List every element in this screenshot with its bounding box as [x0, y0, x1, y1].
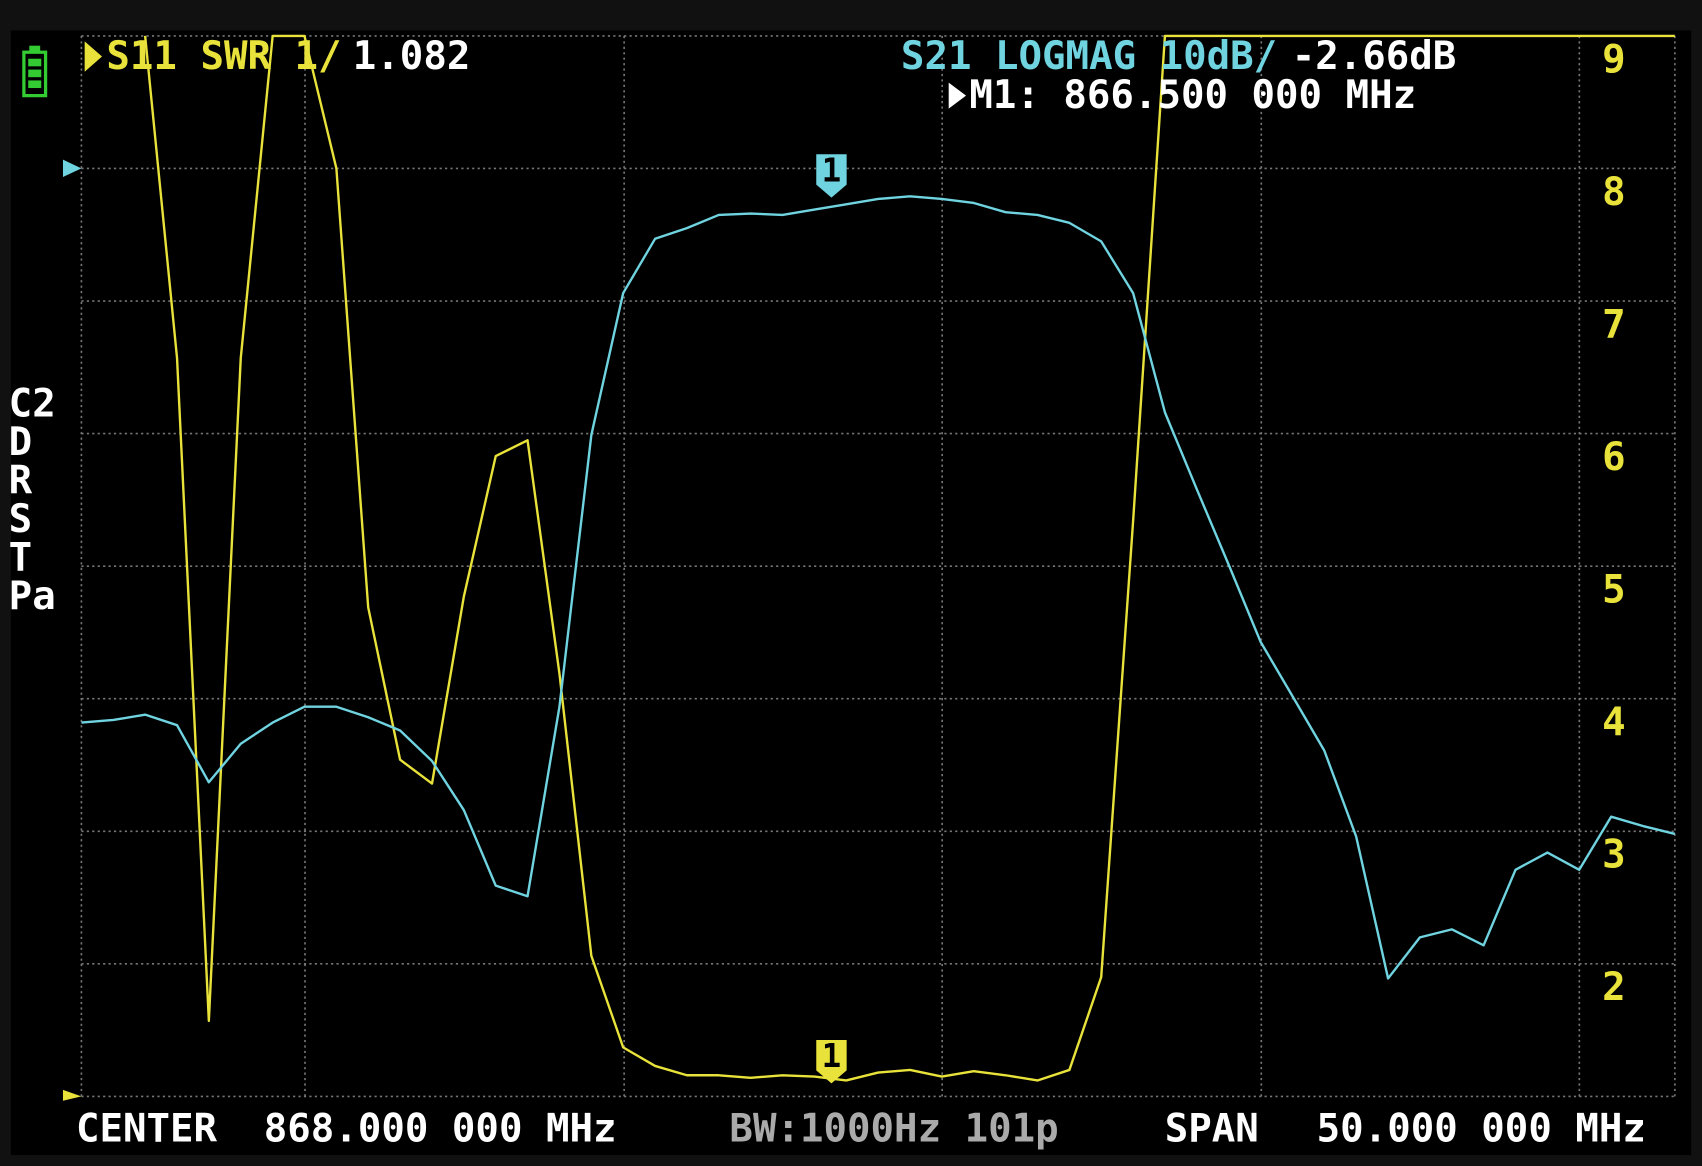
bandwidth: BW:1000Hz 101p	[729, 1106, 1058, 1151]
marker-label: 1	[822, 1037, 842, 1075]
y-tick-label: 9	[1602, 37, 1626, 82]
trace-readout: -2.66dB	[1292, 34, 1457, 79]
status-flag: T	[9, 536, 33, 581]
marker-label: 1	[822, 152, 842, 190]
y-tick-label: 2	[1602, 965, 1626, 1010]
status-flag: S	[9, 497, 33, 542]
trace-name: S11 SWR 1/	[106, 34, 341, 79]
span-frequency: 50.000 000 MHz	[1317, 1106, 1646, 1151]
center-frequency: 868.000 000 MHz	[264, 1106, 617, 1151]
trace-line	[81, 195, 1676, 980]
marker-flag	[816, 1039, 847, 1084]
status-flag: C2	[9, 381, 56, 426]
span-label: SPAN	[1165, 1106, 1259, 1151]
battery-icon	[22, 45, 48, 98]
y-tick-label: 3	[1602, 833, 1626, 878]
reference-marker	[62, 159, 82, 178]
active-trace-arrow	[84, 41, 103, 72]
reference-marker	[62, 1089, 82, 1101]
marker-readout: M1: 866.500 000 MHz	[969, 73, 1416, 118]
y-tick-label: 4	[1602, 700, 1626, 745]
marker-flag	[816, 154, 847, 198]
y-tick-label: 8	[1602, 170, 1626, 215]
status-flag: D	[9, 420, 33, 465]
trace-line	[143, 34, 1675, 1082]
y-tick-label: 5	[1602, 568, 1626, 613]
trace-name: S21 LOGMAG 10dB/	[901, 34, 1277, 79]
traces	[81, 34, 1676, 1082]
trace-readout: 1.082	[353, 34, 471, 79]
y-tick-label: 6	[1602, 435, 1626, 480]
status-flag: R	[9, 458, 33, 503]
center-label: CENTER	[76, 1106, 218, 1151]
display	[10, 30, 1692, 1156]
y-tick-label: 7	[1602, 302, 1626, 347]
status-flag: Pa	[9, 574, 56, 619]
marker-arrow	[948, 82, 967, 109]
